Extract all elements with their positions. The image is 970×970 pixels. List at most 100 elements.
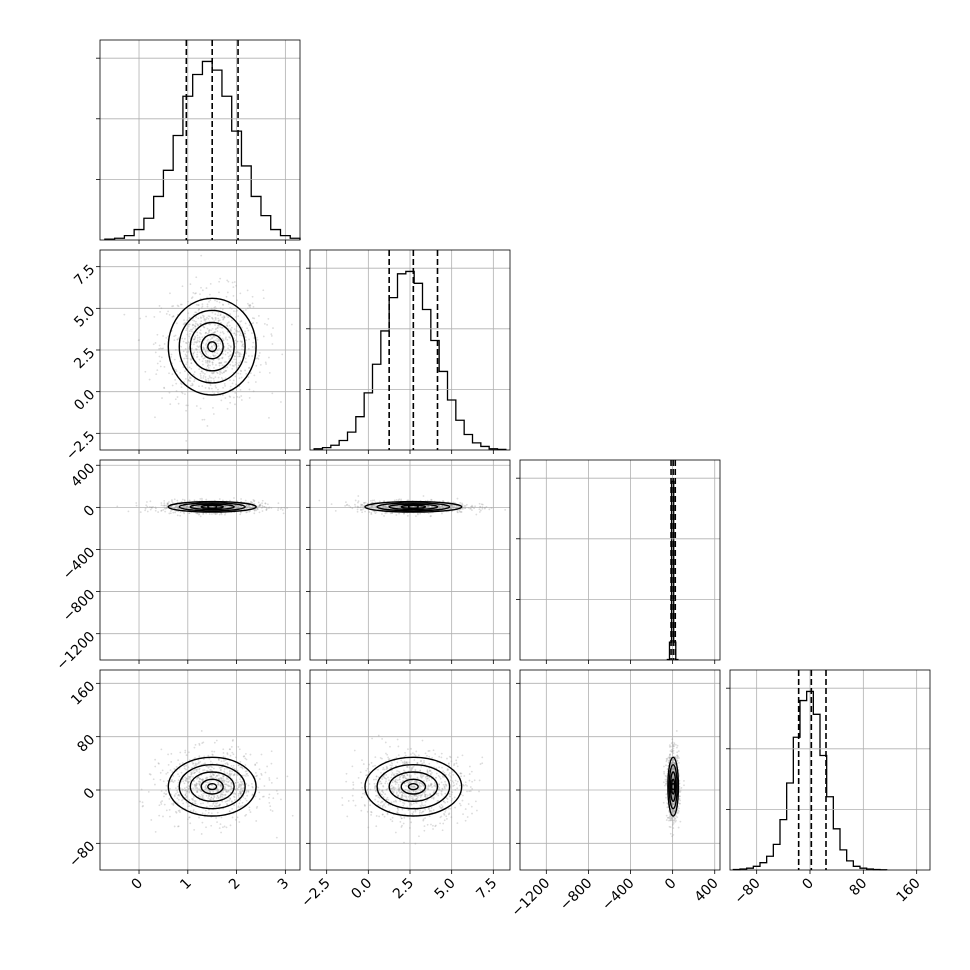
sample-point (215, 327, 218, 330)
density-layer (116, 497, 289, 518)
sample-point (255, 509, 258, 512)
sample-point (251, 501, 253, 504)
sample-point (217, 338, 220, 341)
sample-point (187, 300, 189, 303)
sample-point (673, 811, 675, 814)
sample-point (238, 748, 241, 751)
sample-point (211, 754, 214, 756)
sample-point (352, 781, 355, 784)
sample-point (188, 335, 191, 338)
sample-point (270, 762, 273, 765)
sample-point (176, 506, 179, 509)
sample-point (194, 335, 196, 338)
sample-point (185, 363, 188, 366)
sample-point (368, 506, 371, 509)
sample-point (210, 776, 213, 778)
sample-point (203, 347, 205, 350)
sample-point (671, 803, 674, 806)
sample-point (466, 785, 468, 787)
sample-point (240, 320, 243, 322)
sample-point (676, 812, 678, 815)
sample-point (198, 513, 201, 515)
sample-point (198, 755, 201, 758)
sample-point (405, 796, 408, 799)
sample-point (357, 776, 360, 779)
sample-point (403, 512, 405, 515)
sample-point (213, 335, 216, 338)
sample-point (374, 505, 377, 508)
sample-point (426, 769, 429, 771)
sample-point (195, 783, 198, 786)
density-contour (189, 771, 235, 803)
sample-point (161, 347, 163, 350)
sample-point (381, 506, 384, 508)
sample-point (414, 791, 417, 794)
sample-point (176, 499, 179, 502)
sample-point (178, 507, 180, 510)
sample-point (163, 343, 166, 345)
sample-point (187, 350, 190, 353)
sample-point (206, 332, 209, 335)
sample-point (423, 829, 426, 832)
sample-point (393, 774, 395, 777)
sample-point (396, 738, 399, 741)
sample-point (381, 738, 384, 740)
sample-point (163, 366, 166, 368)
sample-point (440, 505, 443, 508)
sample-point (449, 504, 452, 507)
sample-point (420, 776, 423, 779)
sample-point (354, 503, 356, 506)
sample-point (239, 372, 242, 375)
scatter-panel: −2.50.02.55.07.5 (63, 249, 301, 464)
sample-point (211, 390, 214, 393)
sample-point (404, 784, 407, 787)
sample-point (223, 788, 226, 791)
sample-point (216, 802, 219, 804)
sample-point (393, 786, 395, 789)
sample-point (196, 353, 198, 356)
sample-point (199, 515, 202, 518)
sample-point (675, 758, 678, 761)
sample-point (470, 505, 473, 508)
sample-point (219, 803, 221, 806)
sample-point (193, 320, 196, 322)
sample-point (403, 841, 405, 844)
sample-point (391, 816, 394, 819)
sample-point (395, 772, 398, 775)
sample-point (248, 809, 251, 811)
sample-point (663, 770, 665, 773)
sample-point (452, 785, 455, 787)
sample-point (203, 348, 205, 351)
sample-point (444, 773, 447, 776)
sample-point (162, 815, 164, 818)
sample-point (185, 796, 188, 799)
sample-point (393, 800, 395, 803)
sample-point (399, 800, 402, 803)
sample-point (471, 780, 474, 783)
sample-point (184, 776, 187, 779)
sample-point (672, 813, 675, 815)
sample-point (186, 505, 188, 508)
sample-point (416, 782, 419, 785)
sample-point (435, 776, 437, 779)
sample-point (210, 798, 212, 801)
sample-point (219, 803, 221, 806)
sample-point (672, 786, 675, 788)
sample-point (401, 824, 403, 827)
sample-point (233, 767, 236, 770)
sample-point (204, 331, 207, 334)
panel-frame (309, 669, 511, 871)
sample-point (239, 340, 242, 343)
sample-point (235, 361, 237, 364)
sample-point (199, 783, 201, 786)
sample-point (443, 813, 446, 816)
sample-point (148, 506, 151, 508)
sample-point (224, 385, 227, 387)
sample-point (422, 804, 425, 807)
sample-point (185, 780, 188, 783)
sample-point (228, 348, 231, 351)
sample-point (185, 801, 188, 804)
sample-point (224, 759, 227, 761)
sample-point (199, 329, 202, 332)
sample-point (188, 366, 191, 369)
